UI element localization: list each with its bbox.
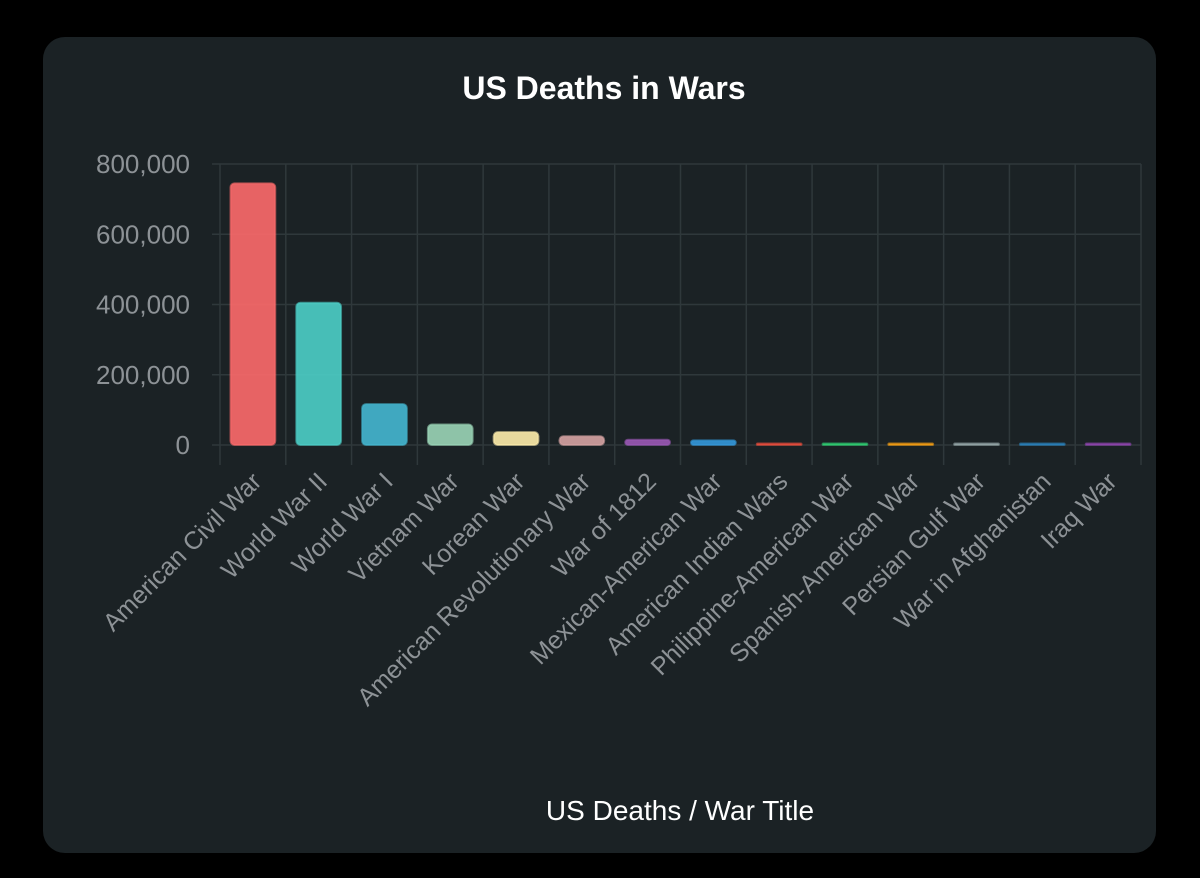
bar[interactable] [361, 403, 408, 446]
chart-title: US Deaths in Wars [462, 70, 745, 106]
bar[interactable] [426, 423, 474, 446]
bar[interactable] [624, 438, 671, 447]
y-tick-label: 400,000 [96, 290, 190, 320]
bars [229, 182, 1132, 447]
x-axis-title: US Deaths / War Title [546, 795, 814, 826]
bar-chart: US Deaths in Wars 0 200,000 400,000 600,000… [96, 70, 1142, 826]
bar[interactable] [690, 439, 737, 446]
bar[interactable] [755, 442, 803, 446]
bar[interactable] [295, 301, 343, 446]
bar[interactable] [1018, 442, 1066, 446]
y-tick-label: 600,000 [96, 219, 190, 249]
bar[interactable] [887, 442, 935, 446]
y-tick-label: 800,000 [96, 149, 190, 179]
chart-card: US Deaths in Wars 0 200,000 400,000 600,000… [43, 37, 1156, 853]
bar[interactable] [229, 182, 277, 446]
y-tick-label: 0 [176, 430, 190, 460]
y-tick-label: 200,000 [96, 360, 190, 390]
bar[interactable] [821, 442, 869, 446]
bar[interactable] [1084, 442, 1132, 446]
y-axis-ticks: 0 200,000 400,000 600,000 800,000 [96, 149, 190, 460]
bar[interactable] [492, 431, 540, 447]
gridlines [212, 163, 1142, 465]
bar[interactable] [558, 435, 606, 446]
bar[interactable] [953, 442, 1000, 446]
